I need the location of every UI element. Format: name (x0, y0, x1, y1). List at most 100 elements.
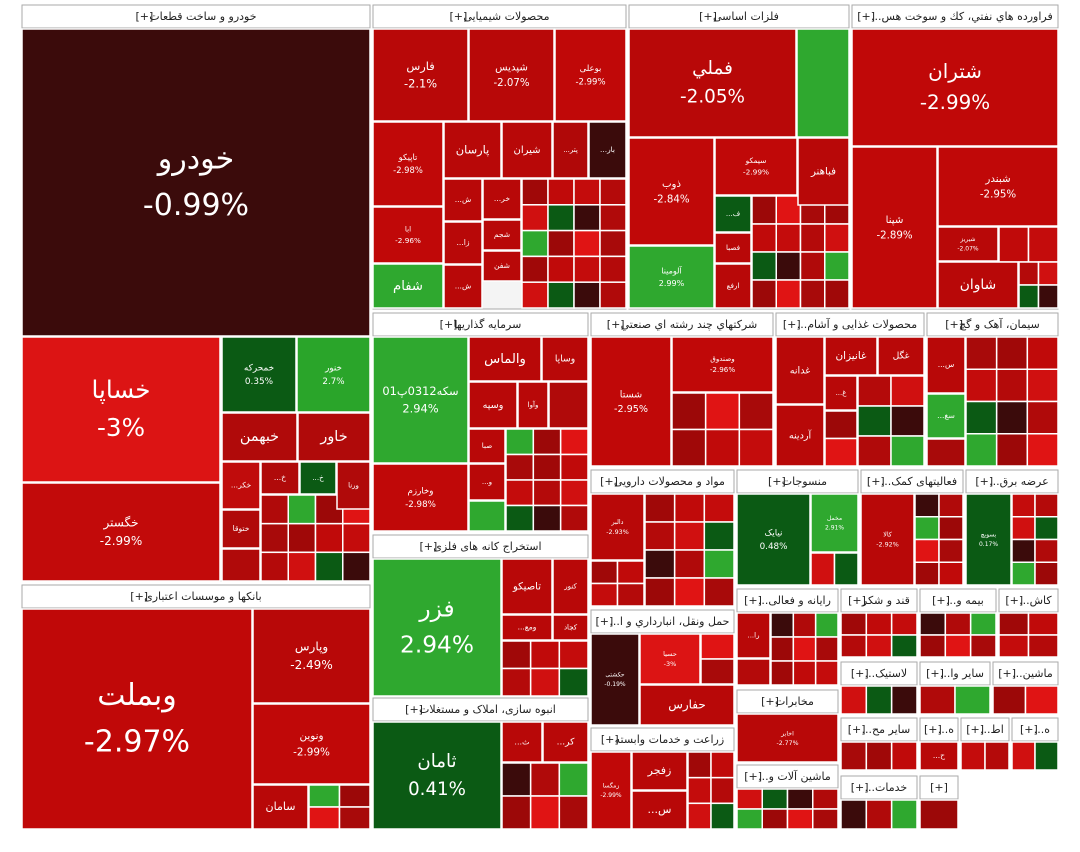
tile-label: و... (482, 477, 492, 486)
tile (639, 633, 701, 685)
minor-tile (736, 658, 771, 686)
tile-label: ونوین (299, 730, 323, 742)
minor-tile (505, 504, 535, 532)
minor-tile (590, 582, 619, 607)
expand-button: [+] (450, 10, 468, 23)
minor-tile (926, 438, 966, 467)
minor-tile (761, 808, 789, 830)
expand-button: [+] (1005, 594, 1023, 607)
minor-tile (616, 560, 645, 585)
tile-value: 2.7% (322, 377, 344, 387)
tile (501, 558, 553, 615)
minor-tile (505, 428, 535, 456)
minor-tile (919, 685, 956, 715)
minor-tile (914, 516, 940, 541)
minor-tile (468, 500, 506, 532)
minor-tile (786, 808, 814, 830)
minor-tile (704, 392, 741, 431)
minor-tile (558, 795, 589, 830)
minor-tile (308, 784, 341, 808)
tile-label: وآوا (528, 400, 539, 409)
sector-name: محصولات غذایی و آشام... (797, 317, 917, 331)
expand-button: [+] (761, 695, 779, 708)
sector-name: رایانه و فعالی... (758, 594, 831, 607)
minor-tile (703, 577, 735, 607)
tile-value: -2.95% (980, 189, 1017, 201)
tile (482, 178, 522, 220)
sector-header (992, 661, 1059, 686)
tile-label: شفام (393, 279, 423, 294)
tile (252, 784, 309, 830)
tile (736, 713, 839, 763)
minor-tile (738, 392, 774, 431)
sector-header (736, 689, 839, 714)
tile-label: شبندر (984, 173, 1010, 185)
expand-button: [+] (857, 10, 875, 23)
tile (443, 264, 483, 309)
minor-tile (914, 561, 940, 586)
minor-tile (914, 538, 940, 563)
tile-label: غانیزان (836, 350, 867, 362)
minor-tile (521, 255, 549, 283)
minor-tile (532, 504, 562, 532)
tile-label: کنور (563, 583, 577, 591)
sector-name: قند و شکر (861, 594, 910, 607)
tile-label: فارس (406, 59, 434, 74)
minor-tile (710, 802, 735, 830)
tile-value: -2.98% (405, 500, 436, 510)
tile-label: بوعلی (580, 64, 602, 74)
tile-label: خکر... (231, 481, 252, 490)
minor-tile (1011, 561, 1036, 586)
minor-tile (221, 548, 261, 582)
minor-tile (521, 281, 549, 309)
minor-tile (761, 788, 789, 810)
expand-button: [+] (851, 667, 869, 680)
minor-tile (890, 634, 918, 658)
minor-tile (736, 788, 763, 810)
minor-tile (814, 636, 839, 662)
tile (21, 482, 221, 582)
tile (714, 137, 798, 196)
sector-header (960, 717, 1010, 742)
minor-tile (890, 799, 918, 830)
minor-tile (547, 281, 575, 309)
tile-label: وساپا (555, 354, 575, 365)
tile (671, 336, 774, 393)
sector-name: محصولات شیمیایی (463, 10, 549, 23)
tile-label: فزر (418, 596, 454, 623)
minor-tile (1034, 516, 1059, 541)
sector-name: سایر وا... (940, 667, 984, 680)
expand-button: [+] (848, 723, 866, 736)
sector-title: سیمان، آهک و گچ[+] (945, 317, 1040, 331)
minor-tile (287, 551, 317, 582)
tile (851, 146, 938, 309)
sector-name: فعالیتهای کمک... (881, 475, 957, 488)
tile-label: ارفع (727, 281, 740, 290)
tile (443, 178, 483, 222)
tile-label: ف... (726, 209, 740, 218)
minor-tile (529, 762, 561, 797)
tile-label: حکشتی (605, 672, 624, 679)
tile-label: سغ... (937, 411, 955, 420)
minor-tile (814, 612, 839, 638)
tile-value: -2.99% (293, 746, 330, 758)
minor-tile (559, 453, 589, 481)
minor-tile (995, 400, 1029, 435)
minor-tile (710, 751, 735, 779)
tile (297, 412, 371, 462)
minor-tile (919, 634, 947, 658)
tile (810, 493, 859, 553)
minor-tile (644, 493, 676, 523)
sector-header (736, 588, 839, 613)
minor-tile (796, 28, 850, 138)
minor-tile (1011, 741, 1036, 771)
tile-value: -2.96% (395, 236, 421, 245)
sector-title: منسوجات[+] (768, 475, 827, 488)
tile (714, 232, 752, 264)
minor-tile (673, 493, 706, 523)
minor-tile (799, 223, 826, 253)
sector-title: اط...[+] (966, 723, 1004, 736)
tile-value: 0.17% (979, 541, 998, 548)
tile (965, 493, 1012, 586)
tile-label: ورنا (348, 482, 359, 490)
